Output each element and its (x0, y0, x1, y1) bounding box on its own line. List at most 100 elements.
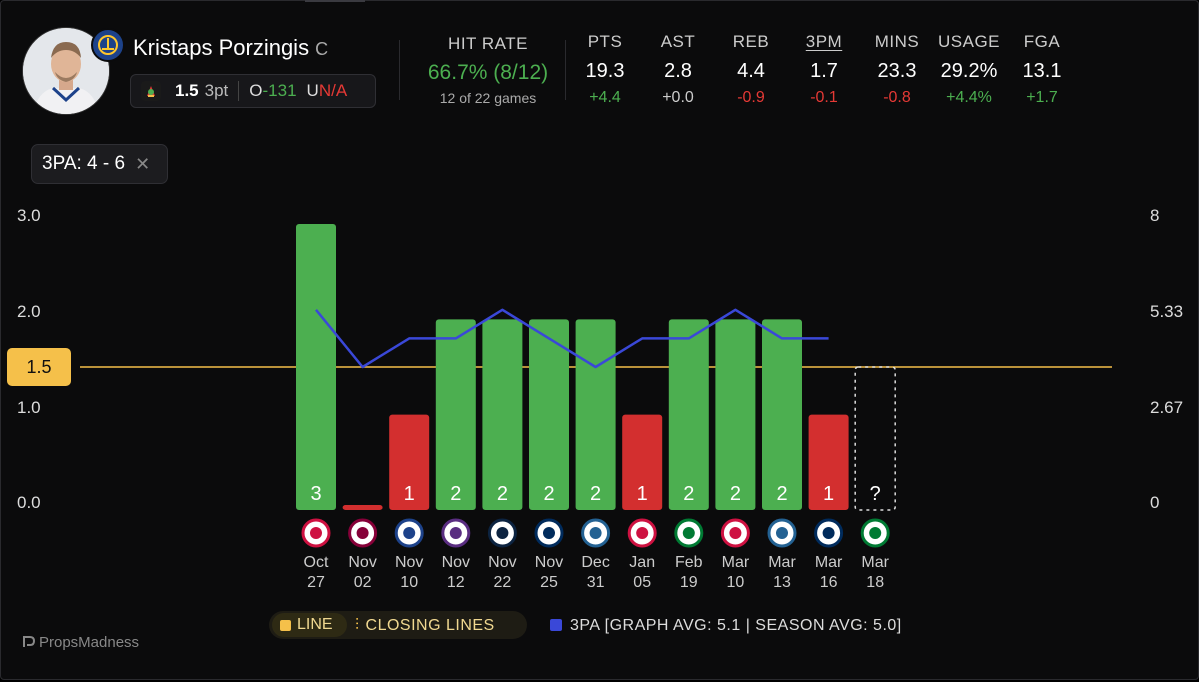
celtics-logo-icon (682, 527, 695, 539)
game-bar[interactable] (482, 319, 523, 510)
stat-value: 29.2% (940, 60, 998, 82)
legend-closing-label: CLOSING LINES (365, 617, 495, 634)
x-tick-day: 27 (307, 574, 325, 591)
legend-3pa-toggle[interactable]: 3PA [GRAPH AVG: 5.1 | SEASON AVG: 5.0] (550, 617, 902, 635)
player-position: C (315, 39, 329, 59)
prop-divider (238, 81, 240, 101)
team-logo-icon (91, 28, 125, 62)
y-tick-left: 3.0 (17, 206, 41, 225)
cavaliers-logo-icon (356, 527, 369, 539)
brand-name: PropsMadness (39, 634, 140, 651)
y-tick-right: 8 (1150, 206, 1160, 225)
game-bar[interactable] (342, 505, 383, 510)
game-bar[interactable] (668, 319, 709, 510)
wizards-logo-icon (543, 527, 555, 539)
game-bar[interactable] (435, 319, 476, 510)
stat-label: FGA (1023, 32, 1061, 51)
y-tick-right: 0 (1150, 493, 1160, 512)
bar-value-label: 1 (637, 483, 648, 505)
bar-value-label: 3 (310, 483, 321, 505)
game-bar[interactable] (622, 414, 663, 510)
y-tick-left: 2.0 (17, 302, 41, 321)
game-bar[interactable] (389, 414, 430, 510)
stat-pts[interactable]: PTS 19.3 +4.4 (565, 32, 645, 107)
stat-ast[interactable]: AST 2.8 +0.0 (638, 32, 718, 107)
x-tick-month: Mar (815, 554, 843, 571)
y-tick-right: 5.33 (1150, 302, 1184, 321)
under-label: U (306, 81, 319, 100)
stat-value: 2.8 (664, 60, 692, 82)
stat-label: USAGE (937, 32, 1001, 51)
propsmadness-logo-icon (23, 636, 36, 647)
legend-line-toggle[interactable]: LINE (272, 613, 347, 637)
x-tick-month: Nov (348, 554, 376, 571)
series-line-3pa (315, 308, 829, 369)
x-tick-day: 19 (680, 574, 698, 591)
x-tick-day: 18 (866, 574, 884, 591)
game-bar[interactable] (808, 414, 849, 510)
bulls-logo-icon (310, 527, 322, 539)
sportsbook-icon (141, 81, 161, 101)
player-name: Kristaps Porzingis C (133, 35, 328, 61)
pelicans-logo-icon (496, 527, 509, 539)
x-tick-day: 16 (820, 574, 838, 591)
stat-mins[interactable]: MINS 23.3 -0.8 (857, 32, 937, 107)
over-odds: O-131 (249, 81, 296, 101)
over-label: O (249, 81, 263, 100)
bar-value-label: 1 (404, 483, 415, 505)
stat-fga[interactable]: FGA 13.1 +1.7 (1002, 32, 1082, 107)
close-icon[interactable]: ✕ (135, 153, 151, 174)
stat-usage[interactable]: USAGE 29.2% +4.4% (929, 32, 1009, 107)
y-tick-right: 2.67 (1150, 398, 1184, 417)
stat-delta: -0.8 (883, 89, 911, 106)
stat-value: 4.4 (737, 60, 765, 82)
stat-3pm[interactable]: 3PM 1.7 -0.1 (784, 32, 864, 107)
x-tick-month: Mar (861, 554, 889, 571)
closing-lines-icon: ⫶ (355, 617, 360, 634)
game-bar[interactable] (529, 319, 569, 510)
x-tick-month: Nov (535, 554, 563, 571)
bar-value-label: 2 (730, 483, 741, 505)
x-tick-day: 02 (354, 574, 372, 591)
x-tick-month: Jan (629, 554, 655, 571)
line-value-badge[interactable]: 1.5 (7, 348, 71, 386)
upcoming-game-bar[interactable] (854, 366, 896, 511)
hit-rate-label: HIT RATE (448, 34, 528, 53)
x-tick-month: Nov (442, 554, 470, 571)
x-tick-month: Oct (304, 554, 329, 571)
x-tick-day: 10 (727, 574, 745, 591)
stat-value: 23.3 (877, 60, 917, 82)
stat-delta: +1.7 (1026, 89, 1058, 106)
bar-value-label: 2 (590, 483, 601, 505)
stat-label: AST (660, 32, 696, 51)
bar-value-label: 1 (823, 483, 834, 505)
celtics-logo-icon (869, 527, 882, 539)
game-bar[interactable] (575, 319, 616, 510)
prop-stat-type: 3pt (204, 81, 229, 100)
y-tick-left: 1.0 (17, 398, 41, 417)
game-bar[interactable] (715, 319, 756, 510)
x-tick-month: Nov (395, 554, 423, 571)
prop-line-box[interactable]: 1.5 3pt O-131 UN/A (130, 74, 376, 108)
bar-value-label: 2 (497, 483, 508, 505)
filter-chip-label: 3PA: 4 - 6 (42, 153, 126, 174)
x-tick-day: 10 (400, 574, 418, 591)
game-bar[interactable] (296, 224, 336, 510)
game-bar[interactable] (762, 319, 802, 510)
line-swatch-icon (280, 619, 291, 631)
stat-value: 13.1 (1022, 60, 1062, 82)
filter-chip-3pa[interactable]: 3PA: 4 - 6 ✕ (31, 144, 168, 184)
stat-reb[interactable]: REB 4.4 -0.9 (711, 32, 791, 107)
over-odds-value: -131 (262, 81, 297, 100)
x-tick-day: 31 (587, 574, 605, 591)
bar-value-label: 2 (543, 483, 554, 505)
x-tick-month: Mar (722, 554, 750, 571)
raptors-logo-icon (636, 527, 649, 539)
brand-logo: PropsMadness (22, 634, 139, 651)
x-tick-month: Dec (581, 554, 609, 571)
under-odds-value: N/A (318, 81, 348, 100)
hit-rate-sub: 12 of 22 games (439, 90, 537, 106)
legend-closing-lines-toggle[interactable]: ⫶ CLOSING LINES (355, 617, 495, 635)
kings-logo-icon (449, 527, 462, 539)
